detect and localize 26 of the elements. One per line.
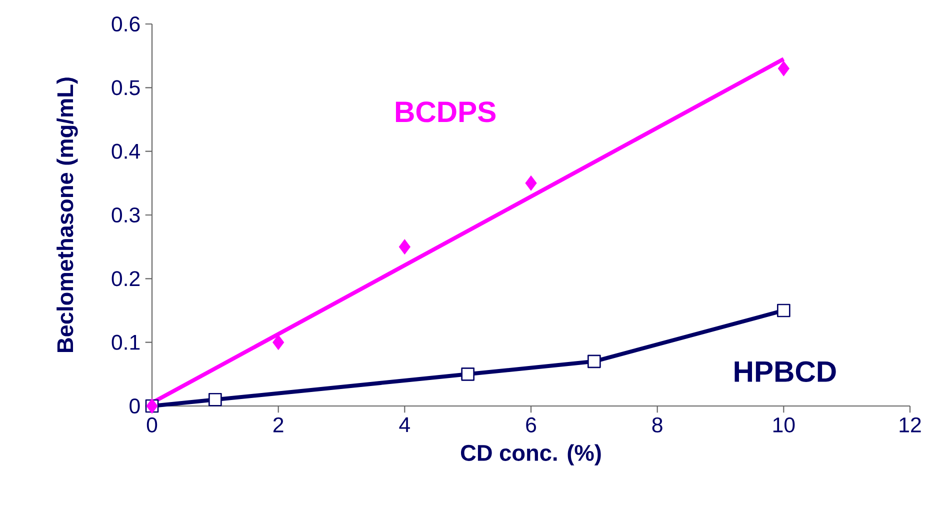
y-tick-label: 0.3 bbox=[112, 207, 140, 223]
y-tick-label: 0.2 bbox=[112, 271, 140, 286]
y-tick-label: 0.1 bbox=[112, 334, 140, 350]
y-tick-label: 0 bbox=[130, 398, 140, 414]
x-axis-title: CD conc. (%) bbox=[460, 444, 601, 466]
x-tick-label: 4 bbox=[399, 417, 410, 432]
x-tick-label: 6 bbox=[526, 417, 536, 432]
x-tick-label: 2 bbox=[273, 417, 284, 432]
point bbox=[587, 354, 601, 368]
point bbox=[398, 239, 410, 254]
y-tick-label: 0.6 bbox=[112, 16, 140, 32]
y-tick-label: 0.4 bbox=[112, 144, 140, 159]
text: BCDPS bbox=[396, 101, 496, 122]
y-axis-title: Beclomethasone (mg/mL) bbox=[56, 78, 78, 352]
series-label: HPBCD bbox=[734, 361, 836, 382]
y-tick-label: 0.5 bbox=[112, 80, 140, 96]
x-tick-label: 10 bbox=[773, 417, 795, 432]
x-tick-label: 0 bbox=[146, 417, 158, 432]
point bbox=[461, 367, 475, 381]
x-tick-label: 12 bbox=[900, 417, 921, 432]
point bbox=[525, 176, 537, 191]
point bbox=[776, 304, 790, 318]
point bbox=[208, 392, 222, 406]
x-tick-label: 8 bbox=[652, 417, 662, 432]
point bbox=[272, 334, 284, 350]
point bbox=[778, 60, 790, 76]
